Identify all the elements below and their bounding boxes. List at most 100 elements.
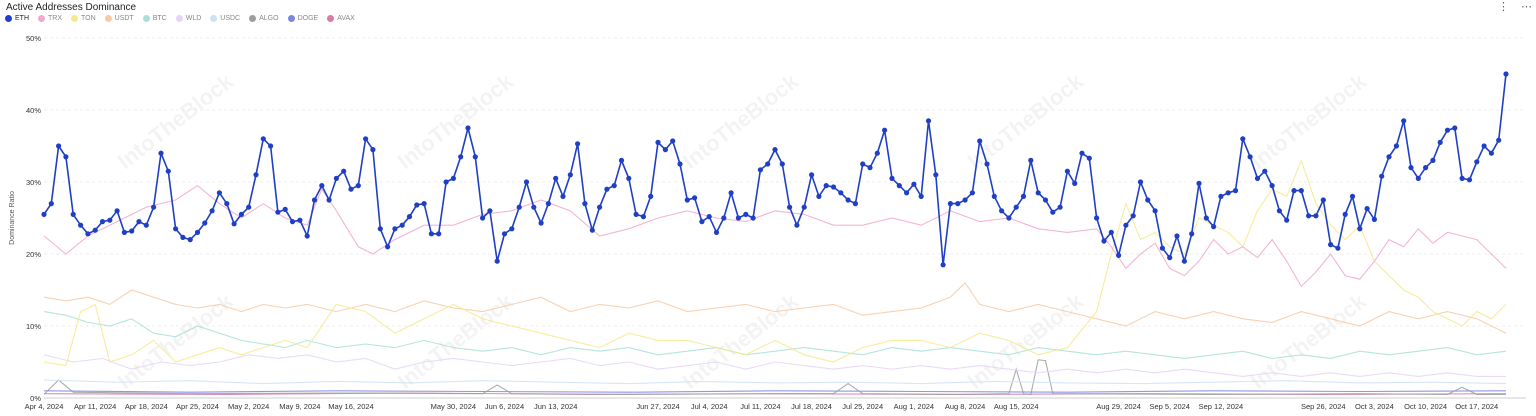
data-point-eth[interactable] bbox=[1277, 208, 1282, 213]
data-point-eth[interactable] bbox=[919, 194, 924, 199]
data-point-eth[interactable] bbox=[846, 197, 851, 202]
data-point-eth[interactable] bbox=[692, 195, 697, 200]
data-point-eth[interactable] bbox=[268, 143, 273, 148]
data-point-eth[interactable] bbox=[63, 154, 68, 159]
data-point-eth[interactable] bbox=[1386, 154, 1391, 159]
data-point-eth[interactable] bbox=[1196, 181, 1201, 186]
data-point-eth[interactable] bbox=[802, 205, 807, 210]
data-point-eth[interactable] bbox=[1489, 151, 1494, 156]
data-point-eth[interactable] bbox=[356, 183, 361, 188]
data-point-eth[interactable] bbox=[1079, 151, 1084, 156]
data-point-eth[interactable] bbox=[1094, 215, 1099, 220]
data-point-eth[interactable] bbox=[1467, 177, 1472, 182]
data-point-eth[interactable] bbox=[641, 214, 646, 219]
data-point-eth[interactable] bbox=[626, 176, 631, 181]
data-point-eth[interactable] bbox=[1021, 194, 1026, 199]
data-point-eth[interactable] bbox=[1270, 183, 1275, 188]
data-point-eth[interactable] bbox=[1284, 218, 1289, 223]
data-point-eth[interactable] bbox=[612, 183, 617, 188]
data-point-eth[interactable] bbox=[1438, 140, 1443, 145]
data-point-eth[interactable] bbox=[348, 187, 353, 192]
data-point-eth[interactable] bbox=[407, 214, 412, 219]
data-point-eth[interactable] bbox=[977, 138, 982, 143]
data-point-eth[interactable] bbox=[655, 140, 660, 145]
data-point-eth[interactable] bbox=[465, 125, 470, 130]
data-point-eth[interactable] bbox=[941, 262, 946, 267]
data-point-eth[interactable] bbox=[648, 194, 653, 199]
data-point-eth[interactable] bbox=[239, 212, 244, 217]
data-point-eth[interactable] bbox=[904, 190, 909, 195]
data-point-eth[interactable] bbox=[1460, 176, 1465, 181]
data-point-eth[interactable] bbox=[1036, 190, 1041, 195]
data-point-eth[interactable] bbox=[524, 179, 529, 184]
data-point-eth[interactable] bbox=[378, 226, 383, 231]
data-point-eth[interactable] bbox=[451, 176, 456, 181]
data-point-eth[interactable] bbox=[305, 233, 310, 238]
data-point-eth[interactable] bbox=[743, 212, 748, 217]
data-point-eth[interactable] bbox=[677, 161, 682, 166]
data-point-eth[interactable] bbox=[1160, 246, 1165, 251]
data-point-eth[interactable] bbox=[166, 169, 171, 174]
data-point-eth[interactable] bbox=[202, 220, 207, 225]
data-point-eth[interactable] bbox=[444, 179, 449, 184]
data-point-eth[interactable] bbox=[71, 212, 76, 217]
data-point-eth[interactable] bbox=[1087, 156, 1092, 161]
data-point-eth[interactable] bbox=[780, 161, 785, 166]
data-point-eth[interactable] bbox=[634, 212, 639, 217]
data-point-eth[interactable] bbox=[539, 220, 544, 225]
data-point-eth[interactable] bbox=[173, 226, 178, 231]
data-point-eth[interactable] bbox=[509, 226, 514, 231]
data-point-eth[interactable] bbox=[1043, 197, 1048, 202]
data-point-eth[interactable] bbox=[487, 208, 492, 213]
data-point-eth[interactable] bbox=[1255, 176, 1260, 181]
data-point-eth[interactable] bbox=[1065, 169, 1070, 174]
data-point-eth[interactable] bbox=[334, 176, 339, 181]
data-point-eth[interactable] bbox=[41, 212, 46, 217]
data-point-eth[interactable] bbox=[136, 219, 141, 224]
data-point-eth[interactable] bbox=[926, 118, 931, 123]
data-point-eth[interactable] bbox=[49, 201, 54, 206]
data-point-eth[interactable] bbox=[1204, 215, 1209, 220]
data-point-eth[interactable] bbox=[1226, 190, 1231, 195]
data-point-eth[interactable] bbox=[1116, 253, 1121, 258]
data-point-eth[interactable] bbox=[370, 147, 375, 152]
data-point-eth[interactable] bbox=[1218, 194, 1223, 199]
data-point-eth[interactable] bbox=[619, 158, 624, 163]
data-point-eth[interactable] bbox=[772, 147, 777, 152]
data-point-eth[interactable] bbox=[275, 210, 280, 215]
data-point-eth[interactable] bbox=[1343, 212, 1348, 217]
data-point-eth[interactable] bbox=[707, 214, 712, 219]
data-point-eth[interactable] bbox=[78, 223, 83, 228]
data-point-eth[interactable] bbox=[1379, 174, 1384, 179]
data-point-eth[interactable] bbox=[546, 201, 551, 206]
data-point-eth[interactable] bbox=[1416, 176, 1421, 181]
data-point-eth[interactable] bbox=[100, 219, 105, 224]
data-point-eth[interactable] bbox=[1372, 217, 1377, 222]
data-point-eth[interactable] bbox=[1394, 143, 1399, 148]
data-point-eth[interactable] bbox=[1153, 208, 1158, 213]
data-point-eth[interactable] bbox=[816, 194, 821, 199]
data-point-eth[interactable] bbox=[824, 183, 829, 188]
data-point-eth[interactable] bbox=[283, 207, 288, 212]
data-point-eth[interactable] bbox=[685, 197, 690, 202]
data-point-eth[interactable] bbox=[838, 190, 843, 195]
data-point-eth[interactable] bbox=[933, 172, 938, 177]
data-point-eth[interactable] bbox=[93, 228, 98, 233]
data-point-eth[interactable] bbox=[1262, 169, 1267, 174]
data-point-eth[interactable] bbox=[1503, 71, 1508, 76]
data-point-eth[interactable] bbox=[582, 201, 587, 206]
data-point-eth[interactable] bbox=[129, 228, 134, 233]
data-point-eth[interactable] bbox=[1306, 213, 1311, 218]
data-point-eth[interactable] bbox=[1335, 246, 1340, 251]
data-point-eth[interactable] bbox=[963, 197, 968, 202]
data-point-eth[interactable] bbox=[911, 182, 916, 187]
data-point-eth[interactable] bbox=[495, 259, 500, 264]
data-point-eth[interactable] bbox=[1401, 118, 1406, 123]
data-point-eth[interactable] bbox=[429, 231, 434, 236]
data-point-eth[interactable] bbox=[1211, 224, 1216, 229]
data-point-eth[interactable] bbox=[1058, 205, 1063, 210]
data-point-eth[interactable] bbox=[889, 176, 894, 181]
data-point-eth[interactable] bbox=[195, 230, 200, 235]
data-point-eth[interactable] bbox=[392, 226, 397, 231]
data-point-eth[interactable] bbox=[897, 183, 902, 188]
